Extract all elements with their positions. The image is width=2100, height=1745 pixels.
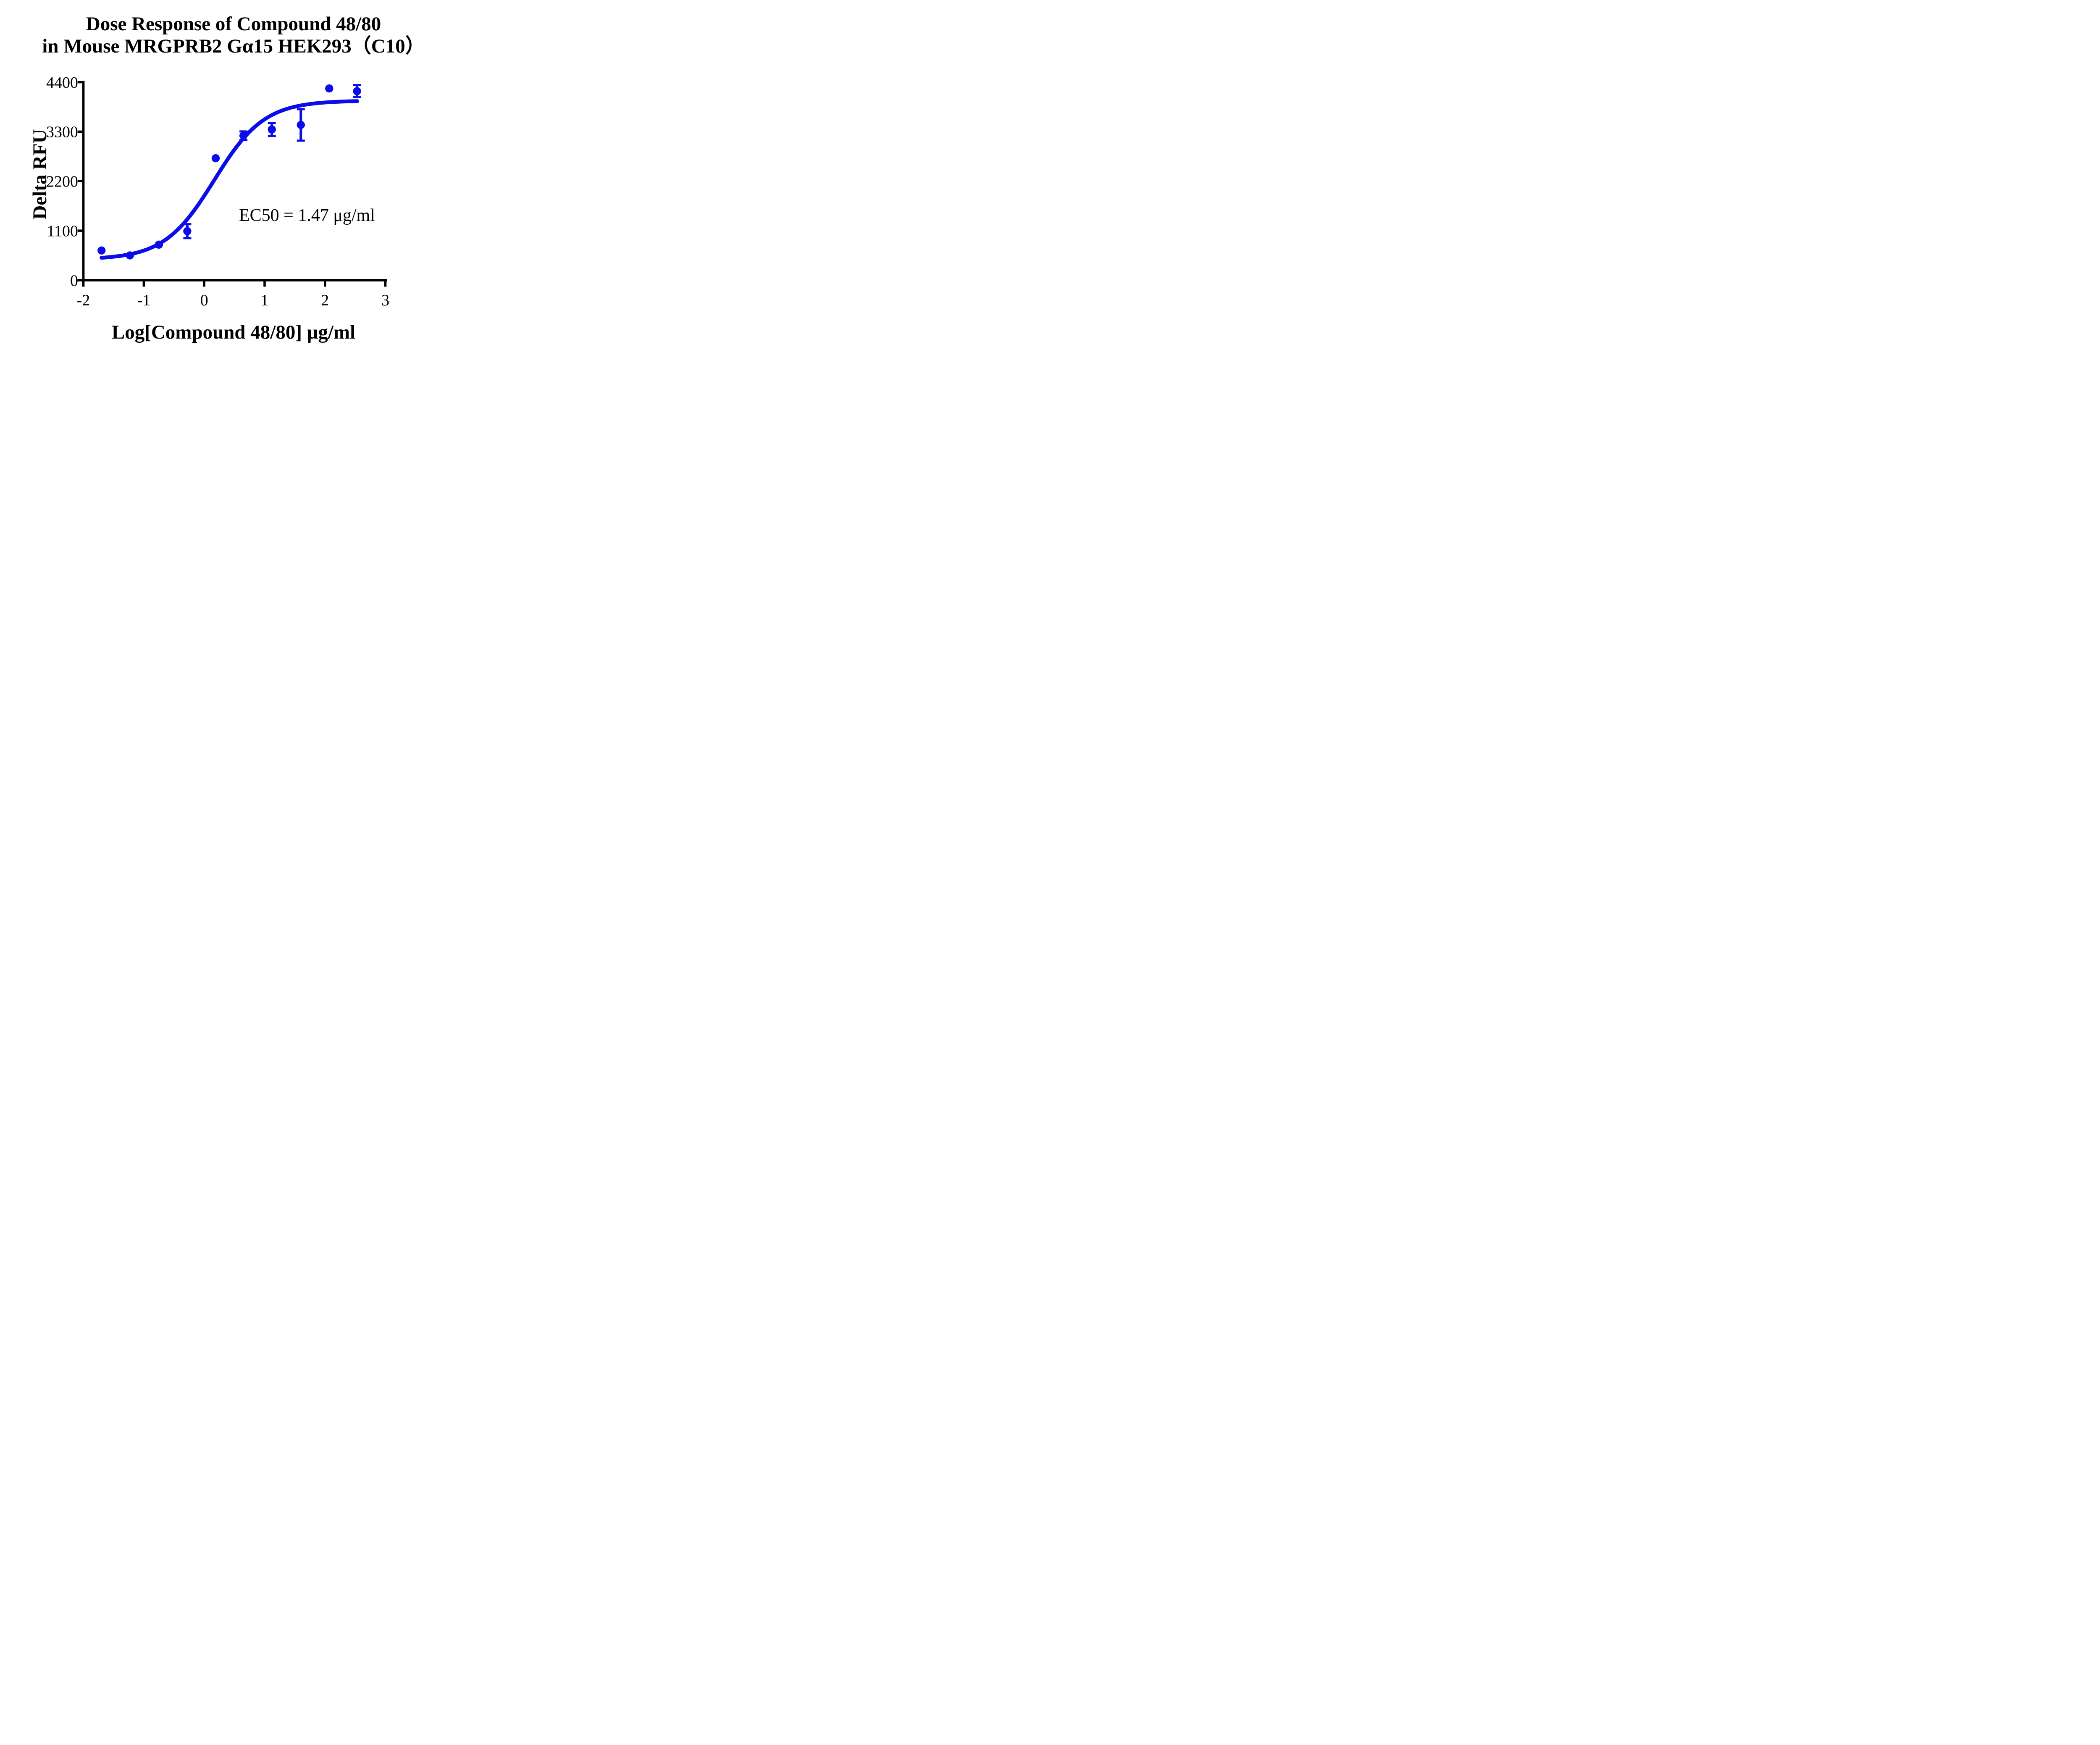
data-point: [268, 125, 276, 134]
data-point-layer: [97, 84, 361, 260]
y-tick-label-4400: 4400: [46, 74, 78, 92]
ec50-annotation: EC50 = 1.47 μg/ml: [239, 206, 375, 225]
y-tick-label-0: 0: [70, 272, 78, 289]
tick-marks: [78, 81, 387, 287]
data-point: [155, 240, 163, 249]
data-point: [297, 121, 305, 129]
chart-canvas: Dose Response of Compound 48/80 in Mouse…: [29, 13, 425, 343]
fit-curve-layer: [100, 99, 360, 260]
y-tick-label-2200: 2200: [46, 173, 78, 191]
x-tick-label-neg1: -1: [137, 292, 151, 309]
y-axis-label: Delta RFU: [29, 129, 51, 219]
dose-response-figure: Dose Response of Compound 48/80 in Mouse…: [0, 0, 433, 349]
dose-response-fit-curve: [100, 99, 360, 260]
data-point: [183, 227, 192, 235]
chart-title-line1: Dose Response of Compound 48/80: [86, 13, 381, 35]
x-axis-label: Log[Compound 48/80] μg/ml: [112, 321, 355, 343]
data-point: [325, 84, 333, 93]
y-tick-label-1100: 1100: [47, 223, 78, 240]
data-point: [97, 246, 106, 255]
x-tick-label-neg2: -2: [77, 292, 90, 309]
x-tick-label-2: 2: [321, 292, 329, 309]
x-tick-labels: -2 -1 0 1 2 3: [77, 292, 389, 309]
y-tick-labels: 0 1100 2200 3300 4400: [46, 74, 78, 289]
data-point: [126, 251, 134, 260]
chart-title-line2: in Mouse MRGPRB2 Gα15 HEK293（C10）: [42, 35, 425, 57]
y-tick-label-3300: 3300: [46, 124, 78, 141]
axis-spines: [77, 81, 387, 281]
x-tick-label-1: 1: [261, 292, 269, 309]
x-tick-label-0: 0: [200, 292, 208, 309]
data-point: [353, 87, 361, 95]
x-tick-label-3: 3: [381, 292, 389, 309]
data-point: [239, 131, 248, 140]
data-point: [211, 154, 220, 163]
